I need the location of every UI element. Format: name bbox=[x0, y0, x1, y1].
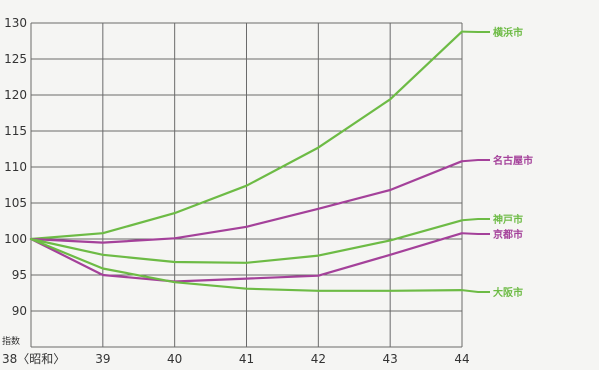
series-leader-line bbox=[461, 232, 490, 235]
x-tick-label: 40 bbox=[167, 352, 182, 366]
x-tick-label: 44 bbox=[454, 352, 469, 366]
y-tick-label: 105 bbox=[4, 196, 27, 210]
series-line bbox=[29, 30, 464, 241]
y-tick-label: 100 bbox=[4, 232, 27, 246]
series-label: 神戸市 bbox=[493, 213, 523, 226]
x-tick-label: 39 bbox=[95, 352, 110, 366]
series-lines bbox=[29, 30, 464, 292]
series-label: 大阪市 bbox=[493, 286, 523, 299]
y-tick-label: 125 bbox=[4, 52, 27, 66]
series-leader-line bbox=[461, 159, 490, 163]
series-label: 名古屋市 bbox=[493, 154, 533, 167]
series-leader-line bbox=[461, 289, 490, 293]
series-line bbox=[29, 219, 464, 264]
series-line bbox=[29, 232, 464, 283]
y-tick-label: 95 bbox=[12, 268, 27, 282]
x-tick-label: 42 bbox=[311, 352, 326, 366]
series-line bbox=[29, 237, 464, 292]
y-axis-unit-label: 指数 bbox=[2, 335, 20, 347]
y-tick-label: 110 bbox=[4, 160, 27, 174]
x-tick-label: 43 bbox=[383, 352, 398, 366]
series-line bbox=[29, 160, 464, 244]
x-tick-label: 38〈昭和〉 bbox=[2, 352, 65, 366]
y-tick-label: 130 bbox=[4, 16, 27, 30]
axis-labels: 90 95 100 105 110 115 120 125 130 38〈昭和〉 39 40 41 42 4… bbox=[2, 16, 470, 366]
series-leader-line bbox=[461, 218, 490, 222]
series-label: 横浜市 bbox=[493, 26, 523, 39]
y-tick-label: 115 bbox=[4, 124, 27, 138]
series-label: 京都市 bbox=[493, 228, 523, 241]
y-tick-label: 120 bbox=[4, 88, 27, 102]
x-tick-label: 41 bbox=[239, 352, 254, 366]
y-tick-label: 90 bbox=[12, 304, 27, 318]
